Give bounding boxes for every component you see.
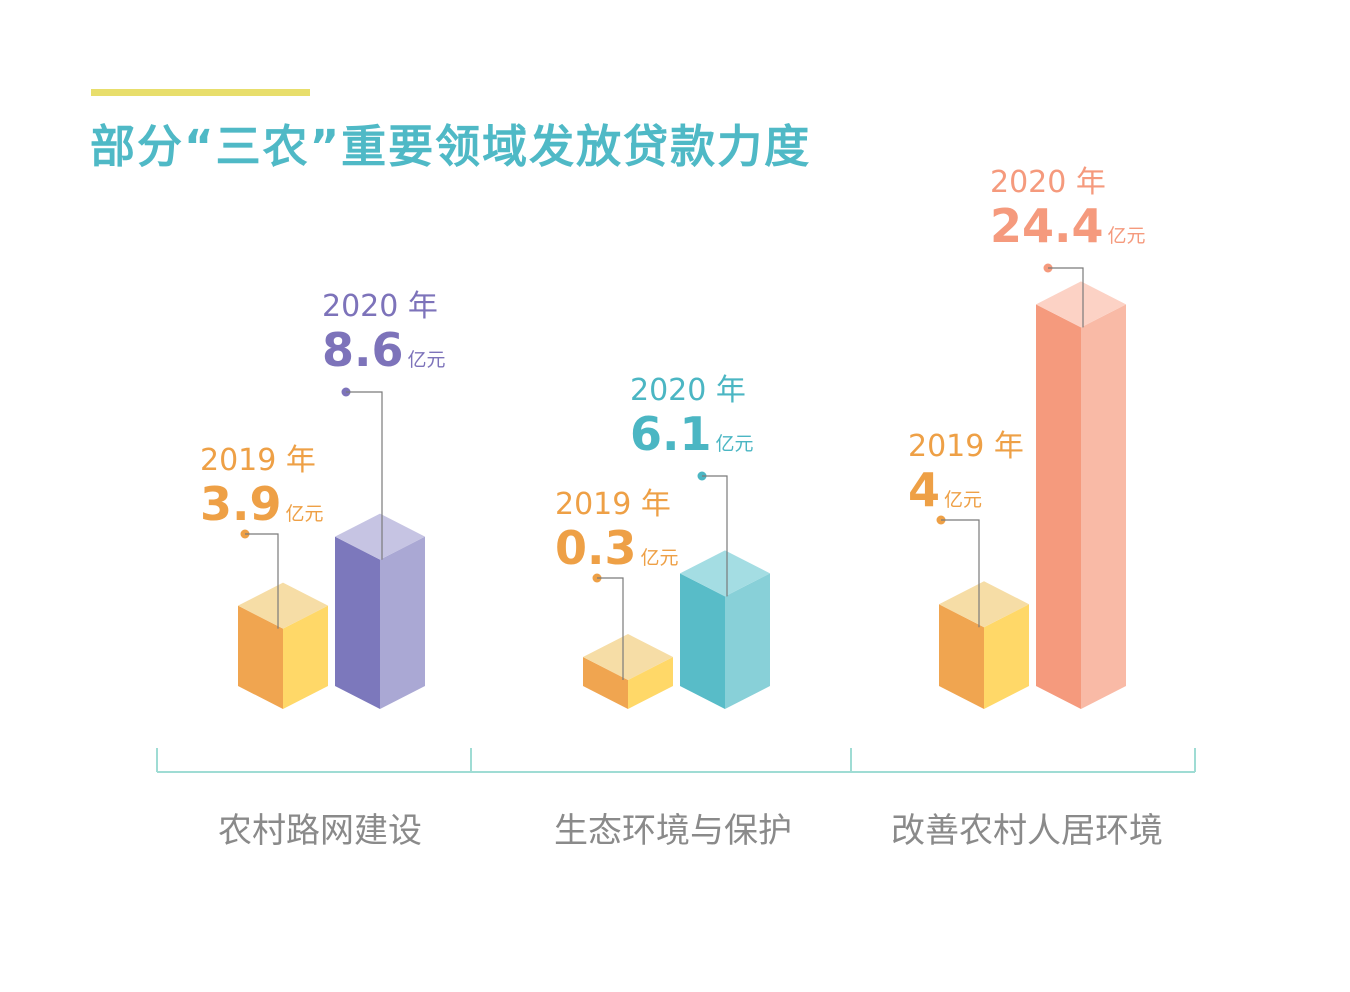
label-2019-0-value: 3.9 亿元 — [200, 477, 324, 531]
leader-2019-2-line — [941, 519, 980, 628]
bar-2020-1-right-face — [725, 573, 770, 709]
bar-2020-0-right-face — [380, 536, 425, 709]
category-label-0: 农村路网建设 — [218, 811, 422, 851]
bar-2019-0 — [238, 582, 328, 709]
title-accent-bar — [91, 89, 310, 96]
label-2019-0-unit: 亿元 — [286, 503, 324, 525]
label-2020-0-year: 2020 年 — [322, 289, 438, 324]
label-2019-1-unit: 亿元 — [641, 547, 679, 569]
leader-2020-2-line — [1048, 267, 1084, 328]
leader-2020-0-line — [346, 391, 383, 560]
label-2020-0-value: 8.6 亿元 — [322, 323, 446, 377]
label-2020-2-unit: 亿元 — [1108, 225, 1146, 247]
bar-2020-2 — [1036, 281, 1126, 709]
label-2019-2-value: 4 亿元 — [908, 463, 982, 517]
label-2019-0-year: 2019 年 — [200, 443, 316, 478]
label-2020-2-year: 2020 年 — [990, 165, 1106, 200]
bar-2020-2-right-face — [1081, 304, 1126, 709]
bar-2019-2 — [939, 581, 1029, 709]
leader-2019-1-line — [597, 577, 624, 680]
bar-2020-2-left-face — [1036, 304, 1081, 709]
bar-2020-0 — [335, 513, 425, 709]
chart-title: 部分“三农”重要领域发放贷款力度 — [90, 120, 812, 173]
label-2019-2-year: 2019 年 — [908, 429, 1024, 464]
bar-2020-1 — [680, 550, 770, 709]
bar-2019-2-top-face — [939, 581, 1029, 628]
bar-2020-1-left-face — [680, 573, 725, 709]
bar-2020-1-top-face — [680, 550, 770, 597]
category-label-1: 生态环境与保护 — [554, 811, 792, 851]
label-2020-2-value: 24.4 亿元 — [990, 199, 1146, 253]
label-2020-0-unit: 亿元 — [408, 349, 446, 371]
category-label-2: 改善农村人居环境 — [891, 811, 1163, 851]
bar-2019-1-top-face — [583, 634, 673, 680]
label-2019-1-value: 0.3 亿元 — [555, 521, 679, 575]
bar-2020-2-top-face — [1036, 281, 1126, 328]
bar-2019-1 — [583, 634, 673, 709]
bar-2019-0-left-face — [238, 605, 283, 709]
bar-2019-0-top-face — [238, 582, 328, 629]
label-2020-1-value: 6.1 亿元 — [630, 407, 754, 461]
label-2020-1-year: 2020 年 — [630, 373, 746, 408]
bar-2019-1-right-face — [628, 657, 673, 709]
label-2020-1-unit: 亿元 — [716, 433, 754, 455]
bar-2019-2-right-face — [984, 604, 1029, 709]
leader-2020-1-line — [702, 475, 728, 597]
label-2019-1-year: 2019 年 — [555, 487, 671, 522]
label-2019-2-unit: 亿元 — [944, 489, 982, 511]
leader-2019-0-line — [245, 533, 279, 629]
bar-2020-0-left-face — [335, 536, 380, 709]
bar-2019-2-left-face — [939, 604, 984, 709]
bar-2019-0-right-face — [283, 605, 328, 709]
bar-2019-1-left-face — [583, 657, 628, 709]
bar-2020-0-top-face — [335, 513, 425, 560]
